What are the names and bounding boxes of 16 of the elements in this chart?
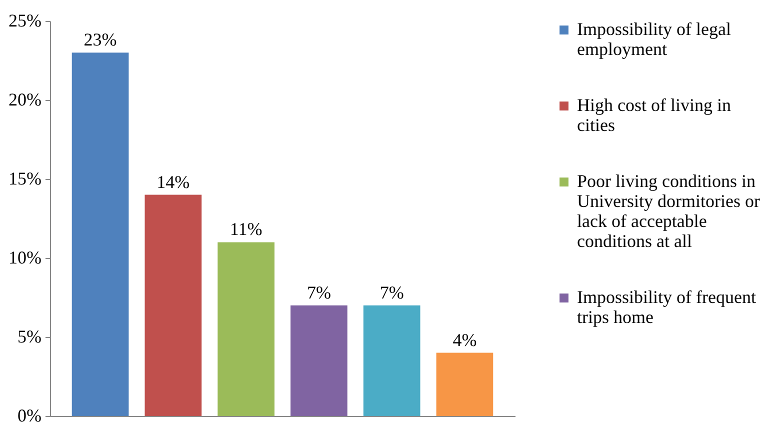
y-tick-label: 0% — [18, 406, 42, 426]
y-tick-label: 10% — [8, 248, 42, 268]
y-tick-label: 15% — [8, 168, 42, 188]
data-label: 7% — [306, 282, 331, 302]
y-tick-label: 25% — [8, 10, 42, 30]
legend-label: Impossibility of legal employment — [577, 19, 731, 59]
legend-label: Impossibility of frequent trips home — [577, 287, 756, 327]
data-label: 7% — [380, 282, 404, 302]
legend-label: High cost of living in cities — [577, 95, 731, 135]
data-label: 23% — [84, 30, 117, 50]
data-label: 4% — [452, 330, 477, 350]
y-tick-label: 20% — [8, 90, 42, 110]
data-label: 11% — [230, 219, 262, 240]
y-tick-label: 5% — [18, 326, 42, 346]
legend-label: Poor living conditions in University dormitories or lack of acceptable conditions at all — [577, 171, 760, 251]
data-label: 14% — [156, 172, 190, 192]
